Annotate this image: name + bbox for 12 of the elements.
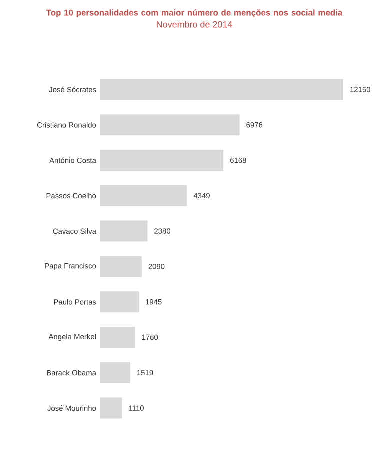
bar	[100, 256, 142, 278]
chart-title: Top 10 personalidades com maior número de menções nos social media	[46, 10, 343, 18]
bar	[100, 185, 188, 206]
bar	[100, 362, 130, 384]
chart-subtitle: Novembro de 2014	[157, 21, 232, 28]
bar	[100, 292, 139, 313]
bar	[100, 398, 122, 419]
bar	[100, 114, 240, 136]
bar	[100, 220, 148, 242]
bar	[100, 150, 224, 171]
bar	[100, 327, 136, 348]
bar	[100, 79, 344, 100]
